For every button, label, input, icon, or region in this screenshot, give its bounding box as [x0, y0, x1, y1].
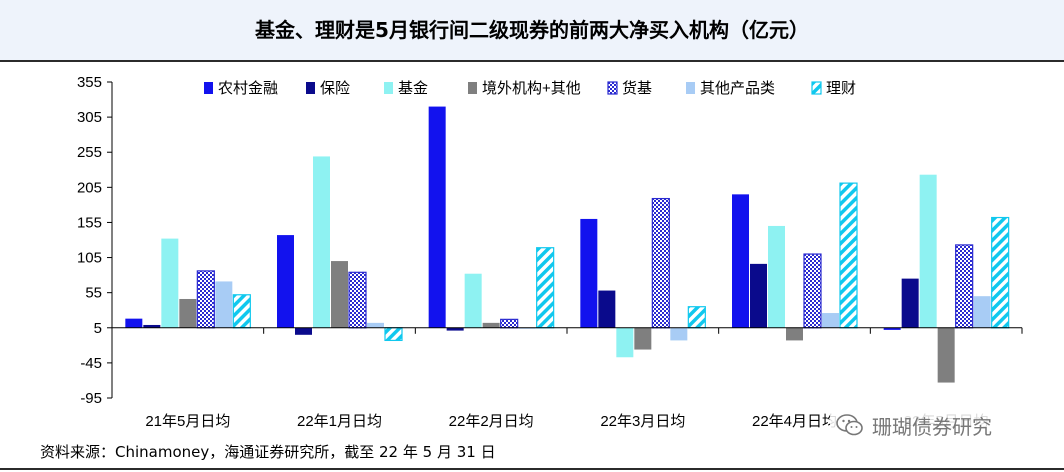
bar-2-2 — [295, 327, 312, 335]
legend-label: 保险 — [320, 80, 350, 97]
bar-2-3 — [446, 327, 464, 331]
legend-label: 其他产品类 — [700, 80, 775, 97]
bar-5-1 — [196, 270, 215, 329]
y-tick-label: 155 — [77, 214, 102, 231]
legend-label: 农村金融 — [218, 80, 278, 97]
legend-swatch — [607, 81, 618, 95]
bottom-divider — [0, 468, 1064, 470]
legend-label: 货基 — [622, 80, 652, 97]
bar-1-5 — [732, 194, 749, 328]
bar-7-1 — [232, 294, 251, 329]
legend-swatch — [384, 82, 393, 94]
y-tick-label: -95 — [80, 390, 102, 407]
y-tick-label: 105 — [77, 250, 102, 267]
bar-5-3 — [500, 318, 519, 329]
legend-label: 境外机构+其他 — [482, 79, 581, 97]
x-tick-label: 21年5月日均 — [145, 413, 230, 430]
bar-6-2 — [367, 322, 384, 328]
wechat-icon — [836, 414, 863, 436]
bar-3-4 — [616, 327, 634, 358]
legend-swatch — [306, 82, 315, 94]
bar-2-6 — [901, 278, 919, 328]
bar-4-4 — [634, 327, 652, 350]
bar-5-6 — [955, 244, 974, 329]
x-tick-label: 22年2月日均 — [449, 413, 534, 430]
title-divider — [0, 60, 1064, 62]
bar-7-4 — [687, 306, 706, 329]
bar-6-5 — [822, 313, 839, 328]
bar-5-4 — [651, 197, 670, 329]
bar-3-1 — [161, 238, 179, 328]
bar-1-6 — [883, 327, 901, 330]
bar-4-1 — [179, 298, 197, 328]
bar-3-6 — [919, 174, 937, 328]
bar-5-2 — [348, 271, 367, 329]
chart-title: 基金、理财是5月银行间二级现券的前两大净买入机构（亿元） — [0, 0, 1064, 60]
bars — [125, 106, 1010, 383]
legend-swatch — [204, 82, 213, 94]
bar-5-5 — [803, 253, 822, 329]
y-tick-label: 55 — [85, 285, 102, 302]
legend-swatch — [468, 82, 477, 94]
bar-2-1 — [143, 324, 161, 328]
y-tick-label: -45 — [80, 355, 102, 372]
x-tick-label: 22年4月日均 — [752, 413, 837, 430]
x-tick-label: 22年1月日均 — [297, 413, 382, 430]
legend-label: 理财 — [826, 80, 856, 97]
bar-6-6 — [973, 296, 991, 328]
bar-1-3 — [428, 106, 446, 328]
bar-1-1 — [125, 318, 143, 328]
chart-legend: 农村金融 保险 基金 境外机构+其他 货基 其他产品类 理财 — [204, 79, 856, 97]
bar-3-3 — [464, 273, 482, 328]
legend-label: 基金 — [398, 80, 428, 97]
bar-chart: 农村金融 保险 基金 境外机构+其他 货基 其他产品类 理财 355 305 255 205 155… — [77, 74, 1023, 430]
bar-7-3 — [536, 247, 555, 329]
legend-swatch — [686, 82, 695, 94]
bar-6-4 — [670, 327, 688, 341]
bar-3-5 — [768, 225, 785, 328]
bar-2-4 — [598, 290, 616, 328]
bar-2-5 — [750, 263, 767, 328]
bar-7-2 — [384, 327, 403, 342]
bar-4-6 — [937, 327, 955, 383]
bar-6-1 — [215, 281, 233, 328]
y-tick-label: 5 — [94, 320, 102, 337]
x-tick-label: 22年3月日均 — [600, 413, 685, 430]
legend-swatch — [811, 81, 822, 95]
y-tick-label: 355 — [77, 74, 102, 91]
bar-4-5 — [786, 327, 803, 341]
bar-3-2 — [313, 156, 330, 328]
bar-1-2 — [277, 235, 294, 328]
bar-7-6 — [991, 216, 1010, 329]
watermark: 珊瑚债券研究 — [830, 408, 998, 442]
y-tick-label: 205 — [77, 179, 102, 196]
watermark-text: 珊瑚债券研究 — [872, 414, 992, 439]
bar-4-2 — [331, 261, 348, 328]
y-tick-label: 305 — [77, 109, 102, 126]
source-note: 资料来源：Chinamoney，海通证券研究所，截至 22 年 5 月 31 日 — [40, 443, 496, 461]
y-tick-label: 255 — [77, 144, 102, 161]
bar-1-4 — [580, 218, 598, 328]
bar-7-5 — [839, 182, 858, 329]
bar-4-3 — [482, 322, 500, 328]
